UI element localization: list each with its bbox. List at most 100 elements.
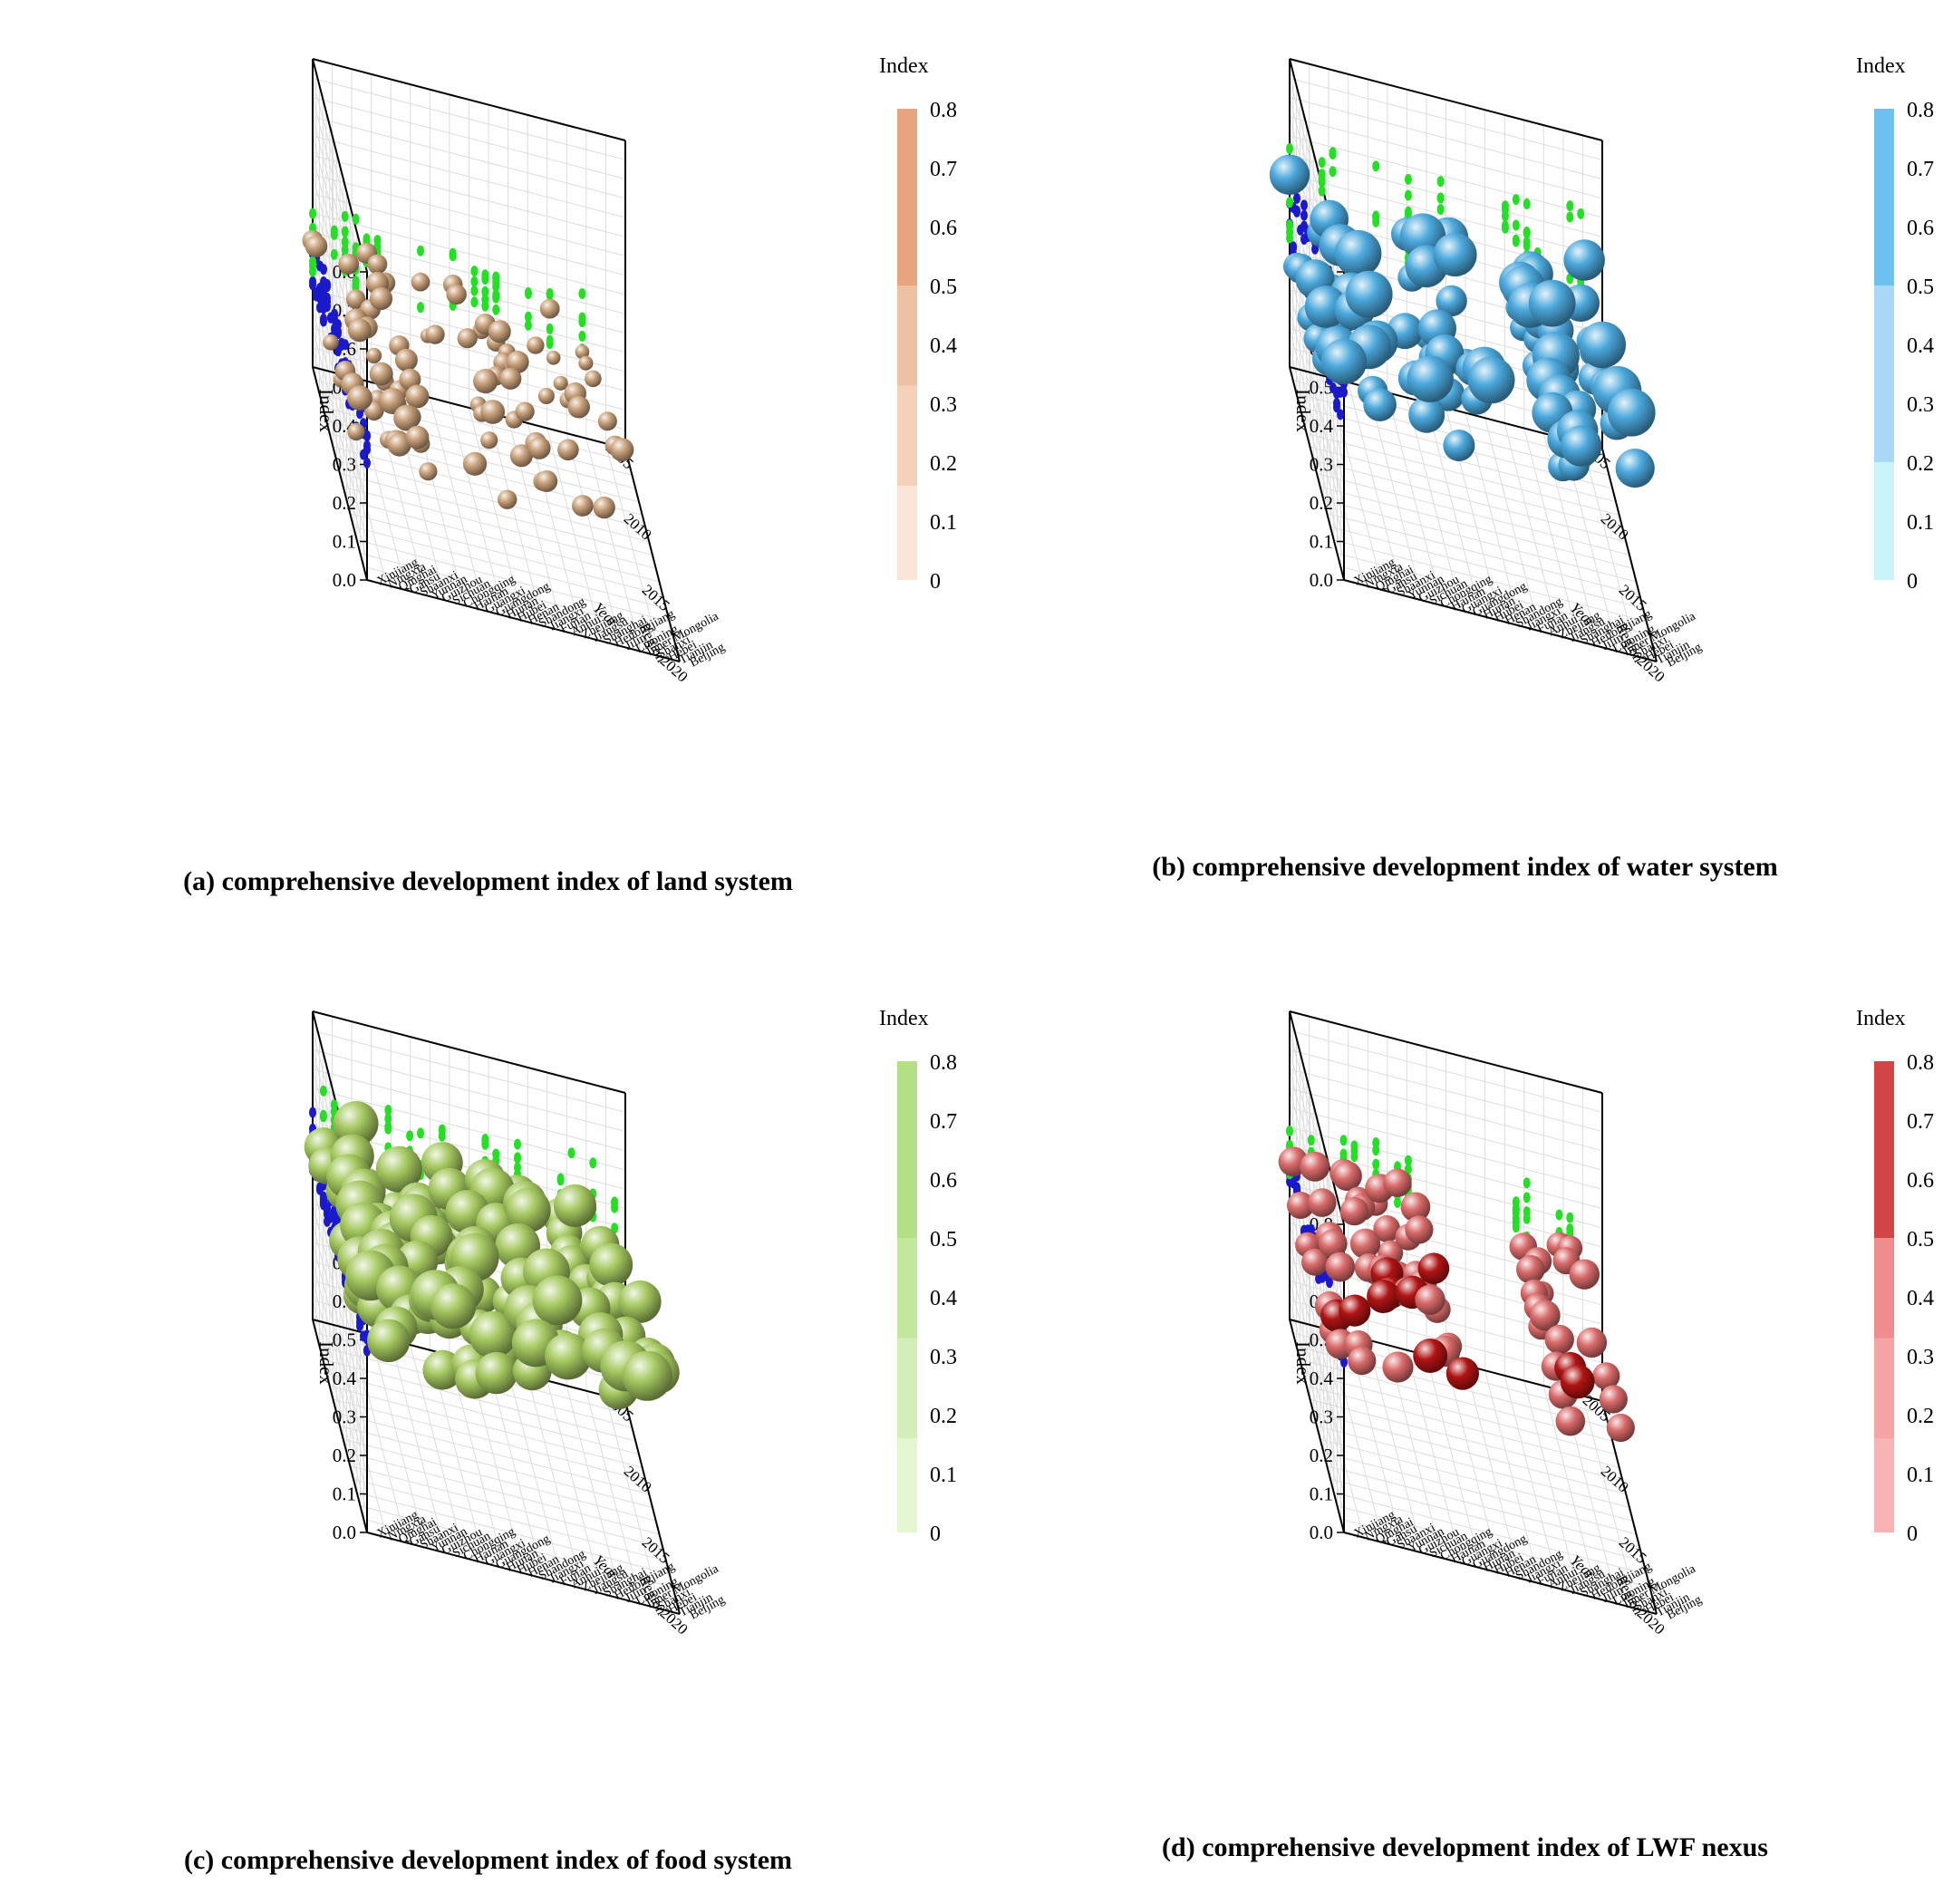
projection-point-side-b — [1318, 185, 1326, 197]
legend-band-a — [897, 385, 917, 486]
legend-tick-label-d: 0 — [1907, 1522, 1918, 1546]
data-point-d — [1445, 1357, 1479, 1390]
projection-point-side-b — [1286, 219, 1293, 231]
chart-d-svg: 0.00.10.20.30.40.50.60.70.8Index20052010… — [1278, 1007, 1934, 1638]
data-point-b — [1363, 388, 1397, 421]
projection-point-side-b — [1372, 210, 1380, 222]
projection-point-side-b — [1318, 157, 1326, 169]
projection-point-side-c — [556, 1174, 565, 1186]
legend-band-b — [1874, 285, 1894, 462]
data-point-a — [499, 367, 522, 390]
projection-point-back-c — [331, 1206, 338, 1218]
projection-point-side-b — [1372, 160, 1380, 172]
legend-tick-label-d: 0.2 — [1907, 1405, 1934, 1428]
legend-tick-label-a: 0.5 — [930, 275, 957, 299]
chart-c-svg: 0.00.10.20.30.40.50.60.70.8Index20052010… — [304, 1007, 957, 1638]
data-points-b — [1269, 154, 1656, 488]
projection-point-side-a — [481, 274, 489, 285]
projection-point-back-b — [1337, 409, 1344, 420]
data-point-a — [572, 495, 594, 517]
z-axis-title-a: Index — [315, 389, 337, 432]
z-tick-label-d: 0.4 — [1310, 1368, 1334, 1389]
legend-tick-label-d: 0.6 — [1907, 1169, 1934, 1193]
data-point-d — [1413, 1339, 1448, 1373]
projection-point-side-a — [492, 291, 500, 303]
data-point-c — [475, 1351, 517, 1395]
legend-tick-label-c: 0.7 — [930, 1110, 957, 1134]
projection-point-back-b — [1290, 241, 1297, 253]
data-point-d — [1415, 1284, 1445, 1315]
data-point-a — [578, 355, 594, 371]
projection-point-side-c — [438, 1130, 446, 1142]
projection-point-side-b — [1566, 211, 1574, 223]
legend-d — [1874, 1061, 1894, 1532]
projection-point-side-a — [417, 302, 424, 314]
data-point-c — [545, 1332, 592, 1380]
projection-point-side-d — [1339, 1135, 1348, 1146]
projection-point-back-a — [338, 337, 345, 349]
legend-tick-label-d: 0.1 — [1907, 1464, 1934, 1487]
data-point-a — [593, 496, 615, 519]
data-point-d — [1325, 1252, 1356, 1282]
projection-point-back-c — [320, 1191, 327, 1203]
projection-point-side-a — [546, 334, 554, 346]
z-tick-label-d: 0.0 — [1310, 1522, 1333, 1543]
z-tick-label-a: 0.2 — [333, 492, 356, 514]
projection-point-side-c — [384, 1113, 392, 1125]
data-point-a — [305, 235, 328, 257]
data-point-d — [1318, 1229, 1348, 1259]
projection-point-side-d — [1523, 1192, 1531, 1203]
projection-point-side-d — [1566, 1223, 1574, 1235]
data-point-a — [537, 388, 555, 404]
z-tick-label-c: 0.2 — [333, 1445, 356, 1466]
data-point-d — [1349, 1228, 1381, 1259]
projection-point-side-d — [1523, 1206, 1531, 1218]
data-point-b — [1269, 154, 1310, 195]
legend-c — [897, 1061, 917, 1532]
projection-point-back-b — [1300, 209, 1308, 221]
legend-tick-label-a: 0.4 — [930, 334, 957, 358]
legend-b — [1874, 109, 1894, 580]
legend-band-c — [897, 1238, 917, 1339]
projection-point-side-a — [470, 266, 479, 277]
data-point-a — [506, 351, 529, 373]
projection-point-side-b — [1436, 192, 1445, 204]
projection-point-side-a — [352, 279, 360, 291]
legend-tick-label-c: 0.4 — [930, 1287, 957, 1310]
legend-tick-label-b: 0.4 — [1907, 334, 1934, 358]
projection-point-back-b — [1300, 199, 1308, 211]
projection-point-side-a — [470, 275, 479, 287]
legend-band-d — [1874, 1438, 1894, 1532]
z-axis-title-c: Index — [315, 1341, 337, 1385]
z-tick-label-c: 0.5 — [333, 1329, 356, 1351]
z-tick-label-c: 0.1 — [333, 1484, 356, 1505]
data-point-c — [554, 1184, 596, 1227]
legend-tick-label-b: 0.3 — [1907, 393, 1934, 417]
projection-point-back-a — [320, 264, 327, 275]
data-point-d — [1400, 1192, 1431, 1223]
projection-point-back-b — [1293, 192, 1300, 204]
legend-band-b — [1874, 462, 1894, 580]
legend-band-b — [1874, 109, 1894, 285]
legend-tick-label-b: 0.2 — [1907, 452, 1934, 476]
projection-point-side-c — [481, 1138, 489, 1150]
data-point-d — [1332, 1161, 1362, 1192]
projection-point-side-c — [319, 1109, 327, 1121]
data-point-a — [480, 431, 498, 449]
projection-point-side-a — [492, 276, 500, 288]
legend-band-c — [897, 1338, 917, 1438]
projection-point-side-c — [492, 1148, 500, 1160]
data-point-b — [1433, 233, 1477, 277]
data-point-d — [1529, 1300, 1561, 1331]
data-point-a — [457, 328, 478, 349]
caption-d: (d) comprehensive development index of L… — [1162, 1832, 1768, 1862]
data-point-a — [473, 369, 498, 394]
panel-b: 0.00.10.20.30.40.50.60.70.8Index20052010… — [977, 0, 1953, 952]
data-point-b — [1561, 425, 1602, 467]
projection-point-side-d — [1339, 1148, 1348, 1160]
projection-point-side-c — [319, 1085, 327, 1097]
data-point-b — [1607, 388, 1656, 437]
legend-title-c: Index — [879, 1007, 929, 1030]
projection-point-side-d — [1350, 1145, 1358, 1156]
data-point-d — [1599, 1385, 1628, 1414]
